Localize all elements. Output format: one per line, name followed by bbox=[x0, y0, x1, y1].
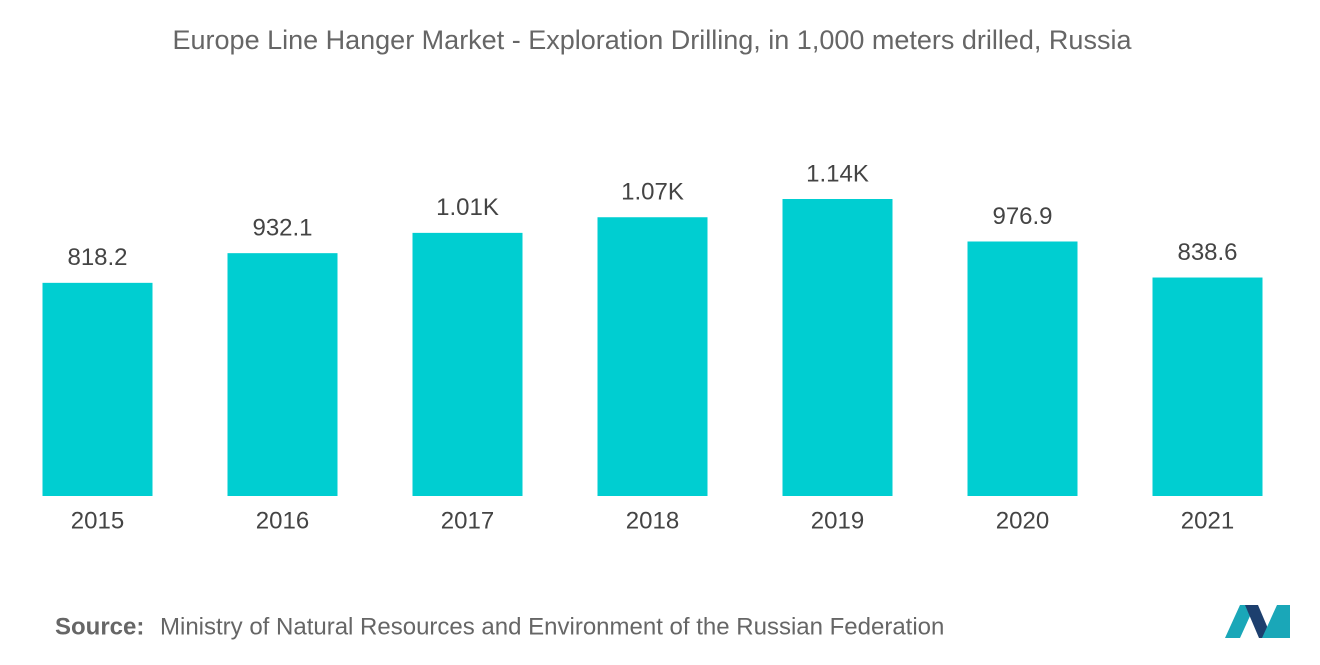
x-tick-label: 2019 bbox=[811, 507, 864, 534]
bar bbox=[42, 282, 153, 496]
value-label: 818.2 bbox=[67, 244, 127, 271]
bar bbox=[597, 217, 708, 496]
bar bbox=[227, 253, 338, 496]
bar bbox=[782, 199, 893, 496]
source-text: Ministry of Natural Resources and Enviro… bbox=[160, 613, 944, 640]
value-label: 976.9 bbox=[992, 203, 1052, 230]
x-tick-label: 2021 bbox=[1181, 507, 1234, 534]
value-label: 932.1 bbox=[252, 215, 312, 242]
value-label: 1.14K bbox=[806, 160, 869, 187]
x-tick-label: 2017 bbox=[441, 507, 494, 534]
x-tick-label: 2016 bbox=[256, 507, 309, 534]
chart-title: Europe Line Hanger Market - Exploration … bbox=[173, 25, 1133, 55]
bar bbox=[412, 232, 523, 497]
x-tick-label: 2015 bbox=[71, 507, 124, 534]
value-label: 838.6 bbox=[1177, 239, 1237, 266]
value-label: 1.07K bbox=[621, 179, 684, 206]
x-tick-label: 2020 bbox=[996, 507, 1049, 534]
bar bbox=[967, 241, 1078, 496]
source-label: Source: bbox=[55, 613, 144, 640]
bar bbox=[1152, 277, 1263, 496]
value-label: 1.01K bbox=[436, 194, 499, 221]
x-tick-label: 2018 bbox=[626, 507, 679, 534]
logo bbox=[1225, 605, 1290, 638]
